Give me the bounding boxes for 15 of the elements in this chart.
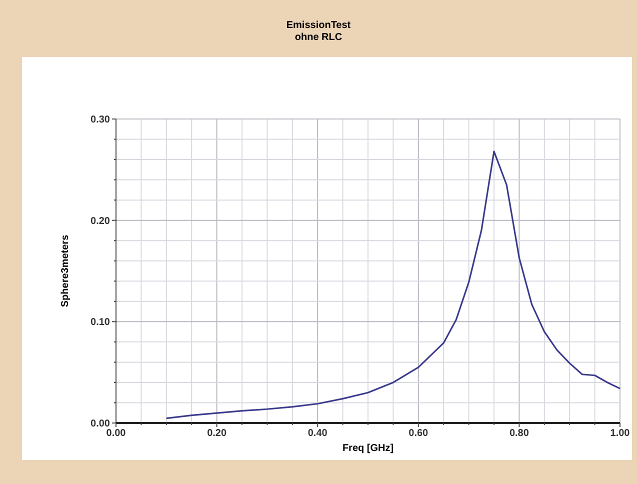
y-tick-label: 0.00 <box>90 418 110 430</box>
x-tick-label: 0.20 <box>207 428 227 439</box>
y-tick-label: 0.30 <box>90 114 110 126</box>
chart-title: EmissionTest <box>286 20 352 31</box>
x-tick-label: 0.00 <box>106 428 126 439</box>
x-tick-label: 0.40 <box>308 428 328 439</box>
x-tick-label: 1.00 <box>610 428 630 439</box>
y-axis-title: Sphere3meters <box>60 234 71 308</box>
x-tick-label: 0.80 <box>509 428 530 439</box>
x-tick-label: 0.60 <box>408 428 429 439</box>
x-axis-title: Freq [GHz] <box>342 443 394 454</box>
y-tick-label: 0.20 <box>90 216 110 227</box>
chart-subtitle: ohne RLC <box>294 32 342 43</box>
line-series <box>166 150 621 420</box>
y-tick-label: 0.10 <box>90 317 110 328</box>
